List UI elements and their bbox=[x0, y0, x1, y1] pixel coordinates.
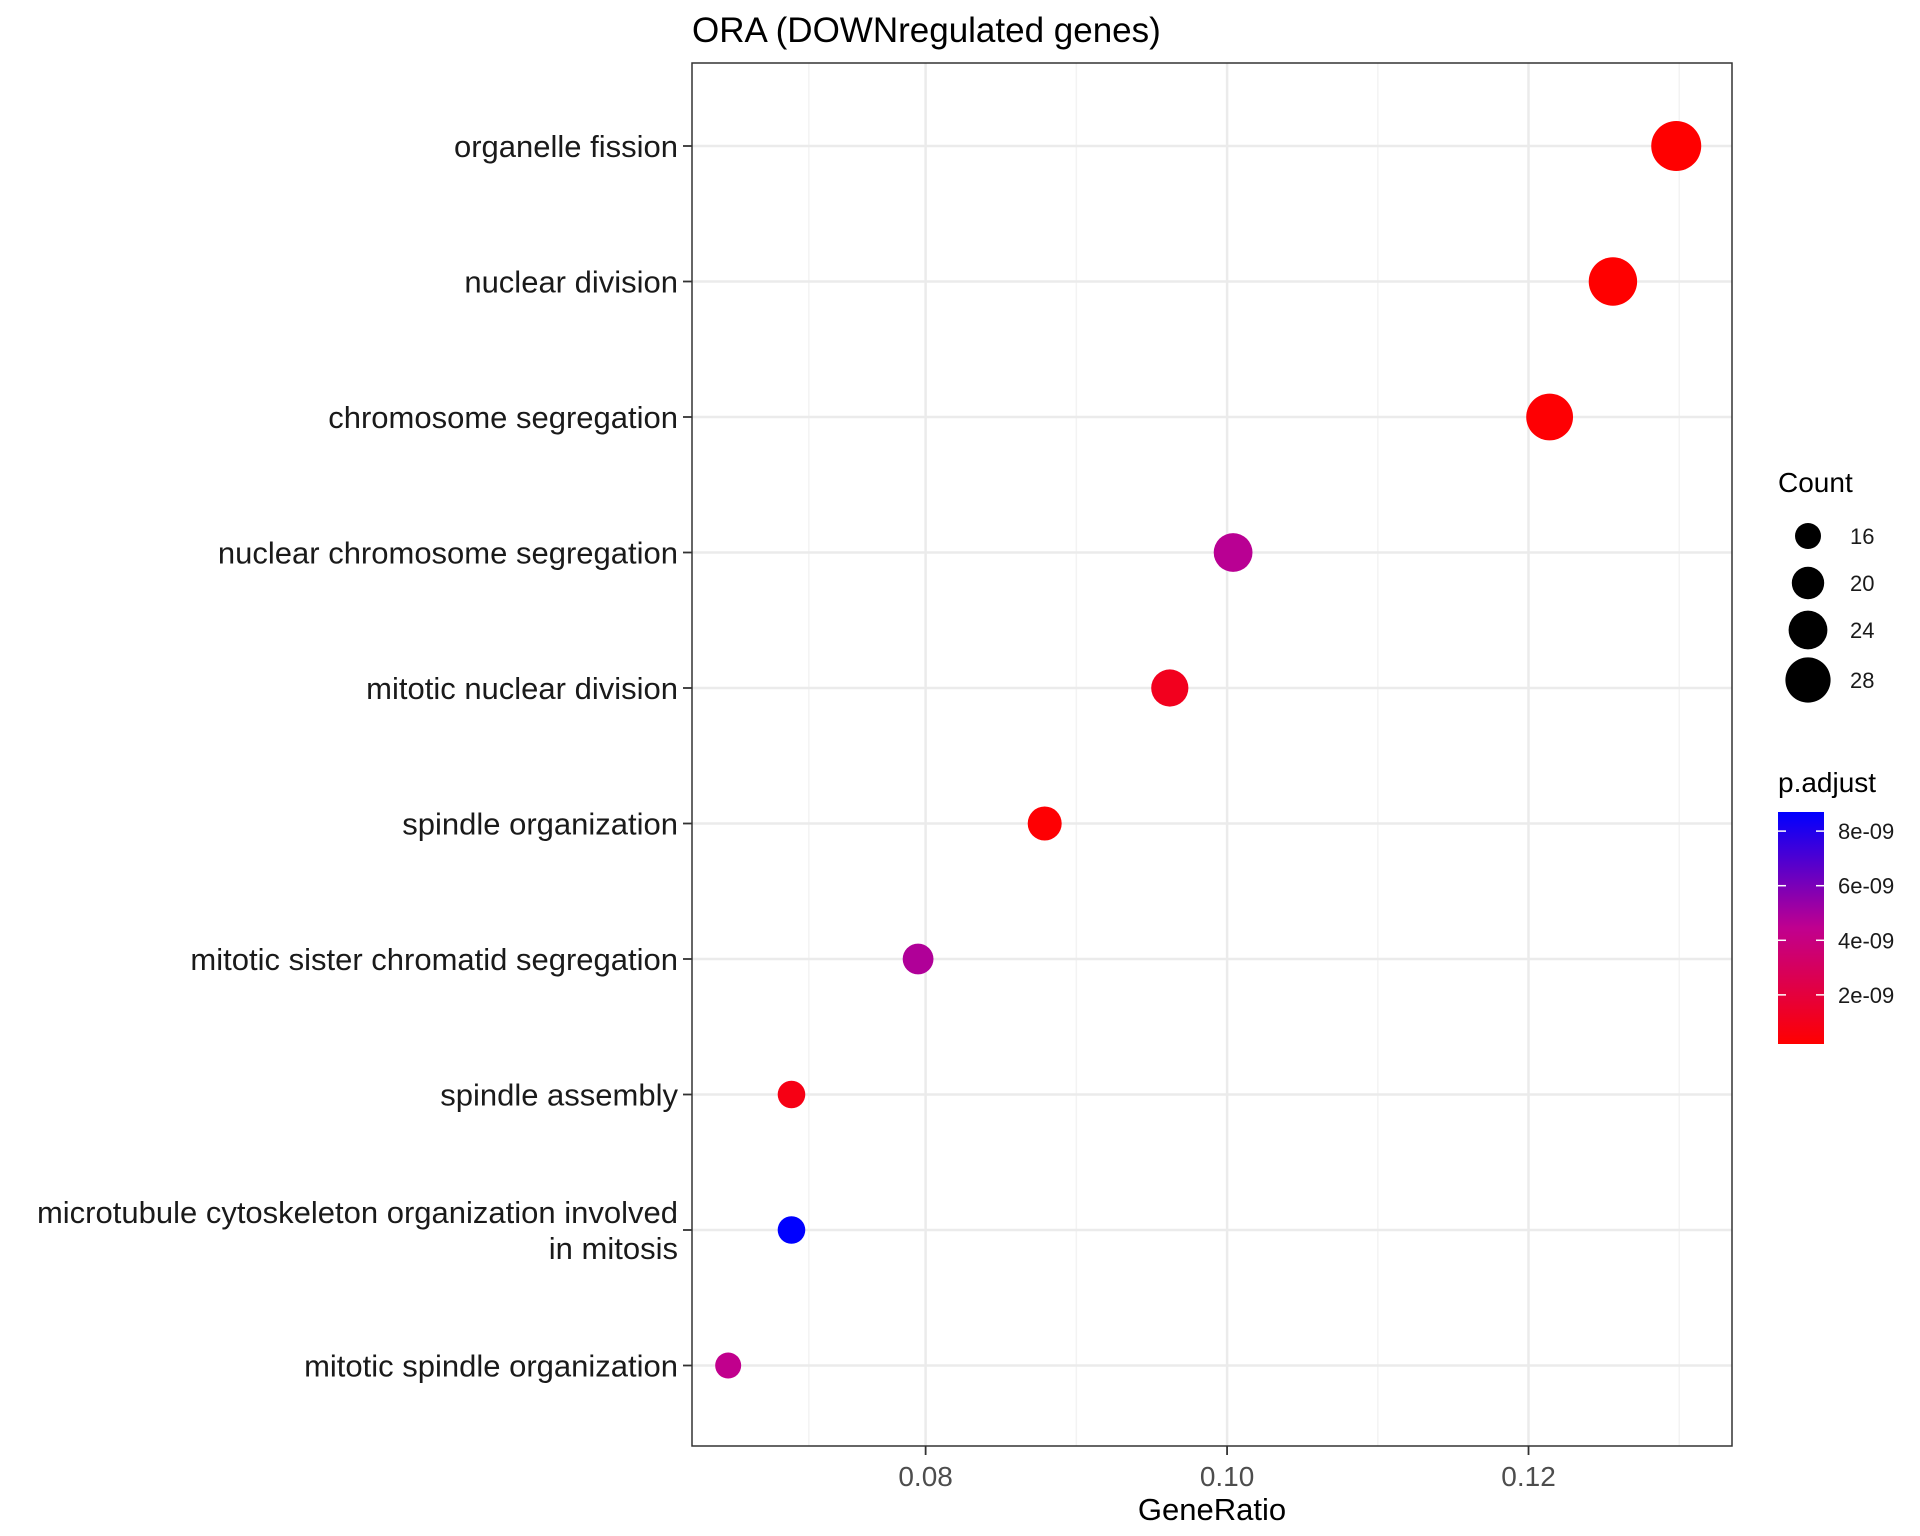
data-point bbox=[715, 1352, 742, 1379]
data-point bbox=[1651, 121, 1702, 171]
size-legend-label: 24 bbox=[1850, 618, 1874, 643]
color-legend: p.adjust 8e-09 6e-09 4e-09 2e-09 bbox=[1778, 767, 1894, 1044]
category-labels: organelle fission nuclear division chromos… bbox=[37, 129, 692, 1384]
category-label: mitotic sister chromatid segregation bbox=[190, 942, 678, 977]
category-label: spindle assembly bbox=[440, 1078, 678, 1113]
data-point bbox=[1151, 669, 1189, 707]
size-legend-title: Count bbox=[1778, 467, 1853, 498]
size-legend-key bbox=[1785, 657, 1831, 703]
x-tick-label: 0.10 bbox=[1200, 1461, 1255, 1492]
data-point bbox=[777, 1216, 806, 1244]
data-point bbox=[902, 943, 934, 975]
x-axis-ticks: 0.08 0.10 0.12 bbox=[898, 1446, 1556, 1492]
data-point bbox=[777, 1080, 806, 1109]
color-legend-label: 4e-09 bbox=[1838, 928, 1894, 953]
grid bbox=[692, 63, 1732, 1446]
color-legend-bar bbox=[1778, 812, 1824, 1044]
x-axis-label: GeneRatio bbox=[1138, 1492, 1286, 1527]
size-legend-label: 16 bbox=[1850, 524, 1874, 549]
chart-title: ORA (DOWNregulated genes) bbox=[692, 11, 1161, 50]
data-point bbox=[1027, 806, 1062, 841]
data-point bbox=[1526, 393, 1574, 441]
size-legend-label: 28 bbox=[1850, 668, 1874, 693]
data-point bbox=[1213, 533, 1253, 572]
data-points bbox=[715, 121, 1702, 1379]
category-label: nuclear division bbox=[464, 265, 678, 300]
size-legend-key bbox=[1795, 523, 1821, 549]
panel-border bbox=[691, 62, 1733, 1447]
size-legend-key bbox=[1791, 566, 1825, 600]
color-legend-label: 2e-09 bbox=[1838, 983, 1894, 1008]
category-label: microtubule cytoskeleton organization in… bbox=[37, 1195, 678, 1230]
category-label: nuclear chromosome segregation bbox=[218, 536, 678, 571]
category-label: chromosome segregation bbox=[328, 400, 678, 435]
color-legend-label: 8e-09 bbox=[1838, 819, 1894, 844]
size-legend-key bbox=[1788, 610, 1828, 650]
category-label: mitotic spindle organization bbox=[304, 1349, 678, 1384]
category-label: in mitosis bbox=[549, 1231, 678, 1266]
color-legend-title: p.adjust bbox=[1778, 767, 1876, 798]
category-label: organelle fission bbox=[454, 129, 678, 164]
x-tick-label: 0.08 bbox=[898, 1461, 953, 1492]
category-label: mitotic nuclear division bbox=[366, 671, 678, 706]
data-point bbox=[1588, 257, 1638, 306]
size-legend-label: 20 bbox=[1850, 571, 1874, 596]
color-legend-label: 6e-09 bbox=[1838, 874, 1894, 899]
size-legend: Count 16 20 24 28 bbox=[1778, 467, 1874, 703]
category-label: spindle organization bbox=[402, 807, 678, 842]
x-tick-label: 0.12 bbox=[1501, 1461, 1556, 1492]
